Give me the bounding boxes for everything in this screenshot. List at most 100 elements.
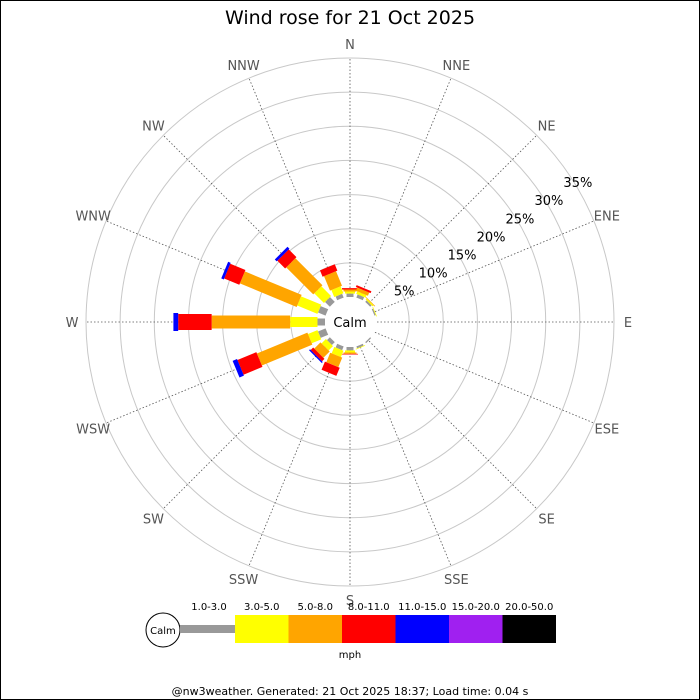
bar-sse-3.0-5.0	[355, 345, 366, 350]
ring-label-2: 10%	[419, 267, 448, 282]
legend-swatch-20.0-50.0	[502, 615, 556, 643]
bar-s-3.0-5.0	[345, 350, 355, 353]
ring-label-3: 15%	[448, 248, 477, 263]
legend-swatch-11.0-15.0	[395, 615, 449, 643]
legend-unit: mph	[339, 650, 361, 661]
bar-se-1.0-3.0	[365, 337, 372, 344]
bar-ne-3.0-5.0	[365, 298, 374, 307]
bar-ssw-3.0-5.0	[331, 346, 344, 358]
bar-nw-3.0-5.0	[314, 286, 332, 304]
bar-nw-8.0-11.0	[277, 249, 297, 269]
bar-sw-3.0-5.0	[321, 339, 333, 351]
spoke-sse	[359, 346, 452, 567]
legend-label-5.0-8.0: 5.0-8.0	[298, 602, 333, 613]
legend-label-1.0-3.0: 1.0-3.0	[191, 602, 226, 613]
bar-nne-8.0-11.0	[355, 285, 372, 294]
legend-swatch-1.0-3.0	[180, 625, 235, 633]
spoke-ene	[374, 220, 595, 313]
direction-label-nnw: NNW	[227, 59, 259, 74]
bar-sw-8.0-11.0	[310, 347, 325, 362]
bar-nne-3.0-5.0	[356, 291, 367, 298]
bar-s-8.0-11.0	[342, 353, 358, 355]
direction-label-ne: NE	[538, 119, 556, 134]
spoke-ese	[374, 331, 595, 424]
spoke-ssw	[248, 346, 341, 567]
bar-sw-1.0-3.0	[326, 337, 335, 346]
direction-labels: N NNE NE ENE E ESE SE SSE S SSW SW WSW W WNW NW NNW	[66, 38, 633, 609]
legend-calm-label: Calm	[150, 626, 176, 637]
bar-nw-11.0-15.0	[274, 246, 290, 262]
ring-label-6: 30%	[534, 194, 563, 209]
bar-s-1.0-3.0	[346, 347, 354, 351]
spoke-sw	[163, 340, 332, 509]
grid-ring-7	[85, 57, 615, 587]
bar-wsw-11.0-15.0	[232, 359, 244, 378]
grid-ring-6	[119, 91, 581, 553]
legend-label-8.0-11.0: 8.0-11.0	[348, 602, 390, 613]
bar-w-11.0-15.0	[173, 313, 179, 331]
direction-label-e: E	[624, 316, 632, 331]
bar-nw-5.0-8.0	[286, 258, 323, 295]
bar-n-8.0-11.0	[342, 288, 358, 290]
bar-ene-1.0-3.0	[371, 308, 376, 316]
bar-wnw-3.0-5.0	[297, 296, 322, 314]
spoke-se	[368, 340, 537, 509]
legend-label-20.0-50.0: 20.0-50.0	[505, 602, 553, 613]
direction-label-sse: SSE	[444, 573, 469, 588]
bar-sw-5.0-8.0	[314, 342, 330, 358]
direction-label-n: N	[345, 38, 355, 53]
wind-bars	[173, 246, 377, 378]
calm-circle	[325, 297, 375, 347]
spoke-ne	[368, 135, 537, 304]
legend-swatch-3.0-5.0	[235, 615, 289, 643]
direction-label-w: W	[66, 316, 79, 331]
spoke-nne	[359, 77, 452, 298]
bar-nnw-5.0-8.0	[323, 271, 342, 291]
bar-w-8.0-11.0	[178, 314, 212, 330]
legend-swatch-8.0-11.0	[342, 615, 396, 643]
bar-sse-1.0-3.0	[356, 343, 364, 349]
bar-ene-3.0-5.0	[372, 307, 377, 317]
bar-ssw-8.0-11.0	[321, 361, 340, 376]
bar-n-5.0-8.0	[343, 289, 357, 292]
direction-label-s: S	[346, 594, 354, 609]
direction-label-ene: ENE	[594, 210, 620, 225]
bar-w-3.0-5.0	[290, 317, 318, 327]
bar-nnw-1.0-3.0	[335, 293, 344, 301]
ring-labels: 5% 10%15%20%25% 30%35%	[394, 176, 592, 300]
bar-ssw-5.0-8.0	[326, 352, 343, 368]
bar-sw-11.0-15.0	[309, 349, 323, 363]
chart-title: Wind rose for 21 Oct 2025	[225, 7, 475, 29]
bar-wnw-1.0-3.0	[317, 306, 329, 316]
direction-label-se: SE	[538, 513, 554, 528]
ring-label-1: 5%	[394, 285, 415, 300]
direction-label-nw: NW	[142, 119, 165, 134]
spoke-nnw	[248, 77, 341, 298]
ring-label-4: 20%	[477, 230, 506, 245]
direction-label-wsw: WSW	[76, 422, 110, 437]
legend-label-11.0-15.0: 11.0-15.0	[398, 602, 446, 613]
legend-swatch-15.0-20.0	[449, 615, 503, 643]
bar-nw-1.0-3.0	[325, 297, 335, 307]
bar-w-1.0-3.0	[317, 318, 325, 326]
bar-nnw-8.0-11.0	[319, 264, 338, 277]
bar-n-1.0-3.0	[346, 293, 354, 297]
ring-label-5: 25%	[506, 212, 535, 227]
speed-legend: Calm 1.0-3.0 3.0-5.0 5.0-8.0 8.0-11.0 11.0-1…	[145, 602, 556, 661]
bar-nnw-3.0-5.0	[331, 286, 344, 298]
calm-label: Calm	[333, 316, 366, 331]
bar-wnw-11.0-15.0	[221, 261, 231, 280]
legend-label-15.0-20.0: 15.0-20.0	[452, 602, 500, 613]
bar-nne-1.0-3.0	[356, 294, 365, 301]
bar-w-5.0-8.0	[211, 315, 291, 329]
legend-items: 1.0-3.0 3.0-5.0 5.0-8.0 8.0-11.0 11.0-15.0 15…	[180, 602, 556, 643]
footer-text: @nw3weather. Generated: 21 Oct 2025 18:3…	[172, 685, 529, 698]
direction-label-nne: NNE	[443, 59, 471, 74]
ring-label-7: 35%	[563, 176, 592, 191]
bar-wsw-1.0-3.0	[317, 328, 329, 338]
bar-nne-5.0-8.0	[355, 287, 370, 296]
bar-wnw-5.0-8.0	[239, 271, 302, 307]
bar-ne-1.0-3.0	[365, 300, 372, 307]
bar-s-5.0-8.0	[343, 352, 357, 354]
